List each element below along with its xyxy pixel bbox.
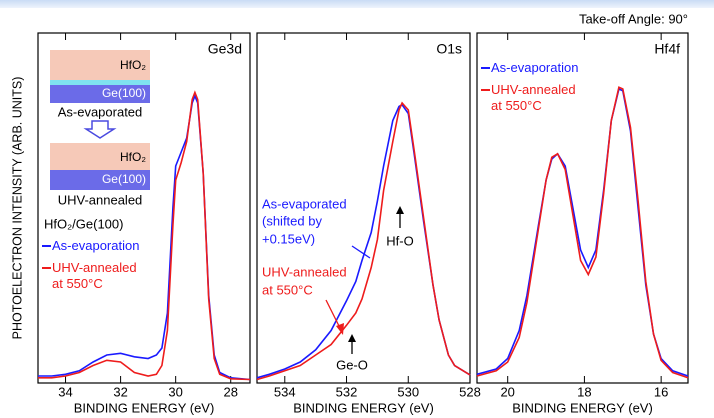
annotation: +0.15eV) xyxy=(262,231,315,246)
layer-ge xyxy=(50,170,150,190)
arrow-head xyxy=(348,334,356,342)
annotation: (shifted by xyxy=(262,213,322,228)
layer-label: HfO₂ xyxy=(120,150,146,164)
x-tick-label: 30 xyxy=(168,384,182,399)
layer-hfo2 xyxy=(50,50,150,80)
x-tick-label: 530 xyxy=(397,384,419,399)
legend-label: UHV-annealed at 550°C xyxy=(491,82,576,113)
arrow xyxy=(351,245,371,259)
annotation: UHV-annealed xyxy=(262,264,347,279)
layer-label: HfO₂ xyxy=(120,58,146,72)
annotation: As-evaporated xyxy=(262,196,347,211)
inset-label: As-evaporated xyxy=(58,104,143,119)
inset-label: UHV-annealed xyxy=(58,192,143,207)
x-tick-label: 34 xyxy=(58,384,72,399)
x-tick-label: 28 xyxy=(223,384,237,399)
annotation: Ge-O xyxy=(336,357,368,372)
arrow-head xyxy=(336,323,344,335)
x-axis-label: BINDING ENERGY (eV) xyxy=(512,400,653,415)
x-tick-label: 534 xyxy=(274,384,296,399)
sample-label: HfO₂/Ge(100) xyxy=(44,216,123,231)
x-axis-label: BINDING ENERGY (eV) xyxy=(293,400,434,415)
panel-title: Ge3d xyxy=(208,41,242,57)
layer-label: Ge(100) xyxy=(102,86,146,100)
x-axis-label: BINDING ENERGY (eV) xyxy=(74,400,215,415)
x-tick-label: 16 xyxy=(654,384,668,399)
x-tick-label: 532 xyxy=(336,384,358,399)
panel-title: Hf4f xyxy=(654,41,680,57)
layer-ge xyxy=(50,85,150,103)
y-axis-label: PHOTOELECTRON INTENSITY (ARB. UNITS) xyxy=(10,77,24,340)
arrow-head xyxy=(396,206,404,214)
x-tick-label: 18 xyxy=(577,384,591,399)
panel-frame xyxy=(256,32,471,384)
spectrum-line xyxy=(476,86,689,379)
layer-hfo2 xyxy=(50,143,150,170)
spectrum-line xyxy=(38,90,251,381)
spectrum-line xyxy=(256,101,471,381)
annotation: Hf-O xyxy=(386,233,413,248)
legend-label: UHV-annealed at 550°C xyxy=(52,260,137,291)
x-tick-label: 528 xyxy=(459,384,481,399)
window-strip xyxy=(0,0,714,8)
x-tick-label: 20 xyxy=(500,384,514,399)
layer-label: Ge(100) xyxy=(102,172,146,186)
x-tick-label: 32 xyxy=(113,384,127,399)
note: Take-off Angle: 90° xyxy=(579,11,688,26)
legend-label: As-evaporation xyxy=(491,60,579,75)
inset-arrow xyxy=(83,120,117,139)
arrow xyxy=(325,299,341,329)
legend-label: As-evaporation xyxy=(52,238,140,253)
panel-title: O1s xyxy=(436,41,462,57)
annotation: at 550°C xyxy=(262,282,313,297)
layer-interface xyxy=(50,80,150,85)
